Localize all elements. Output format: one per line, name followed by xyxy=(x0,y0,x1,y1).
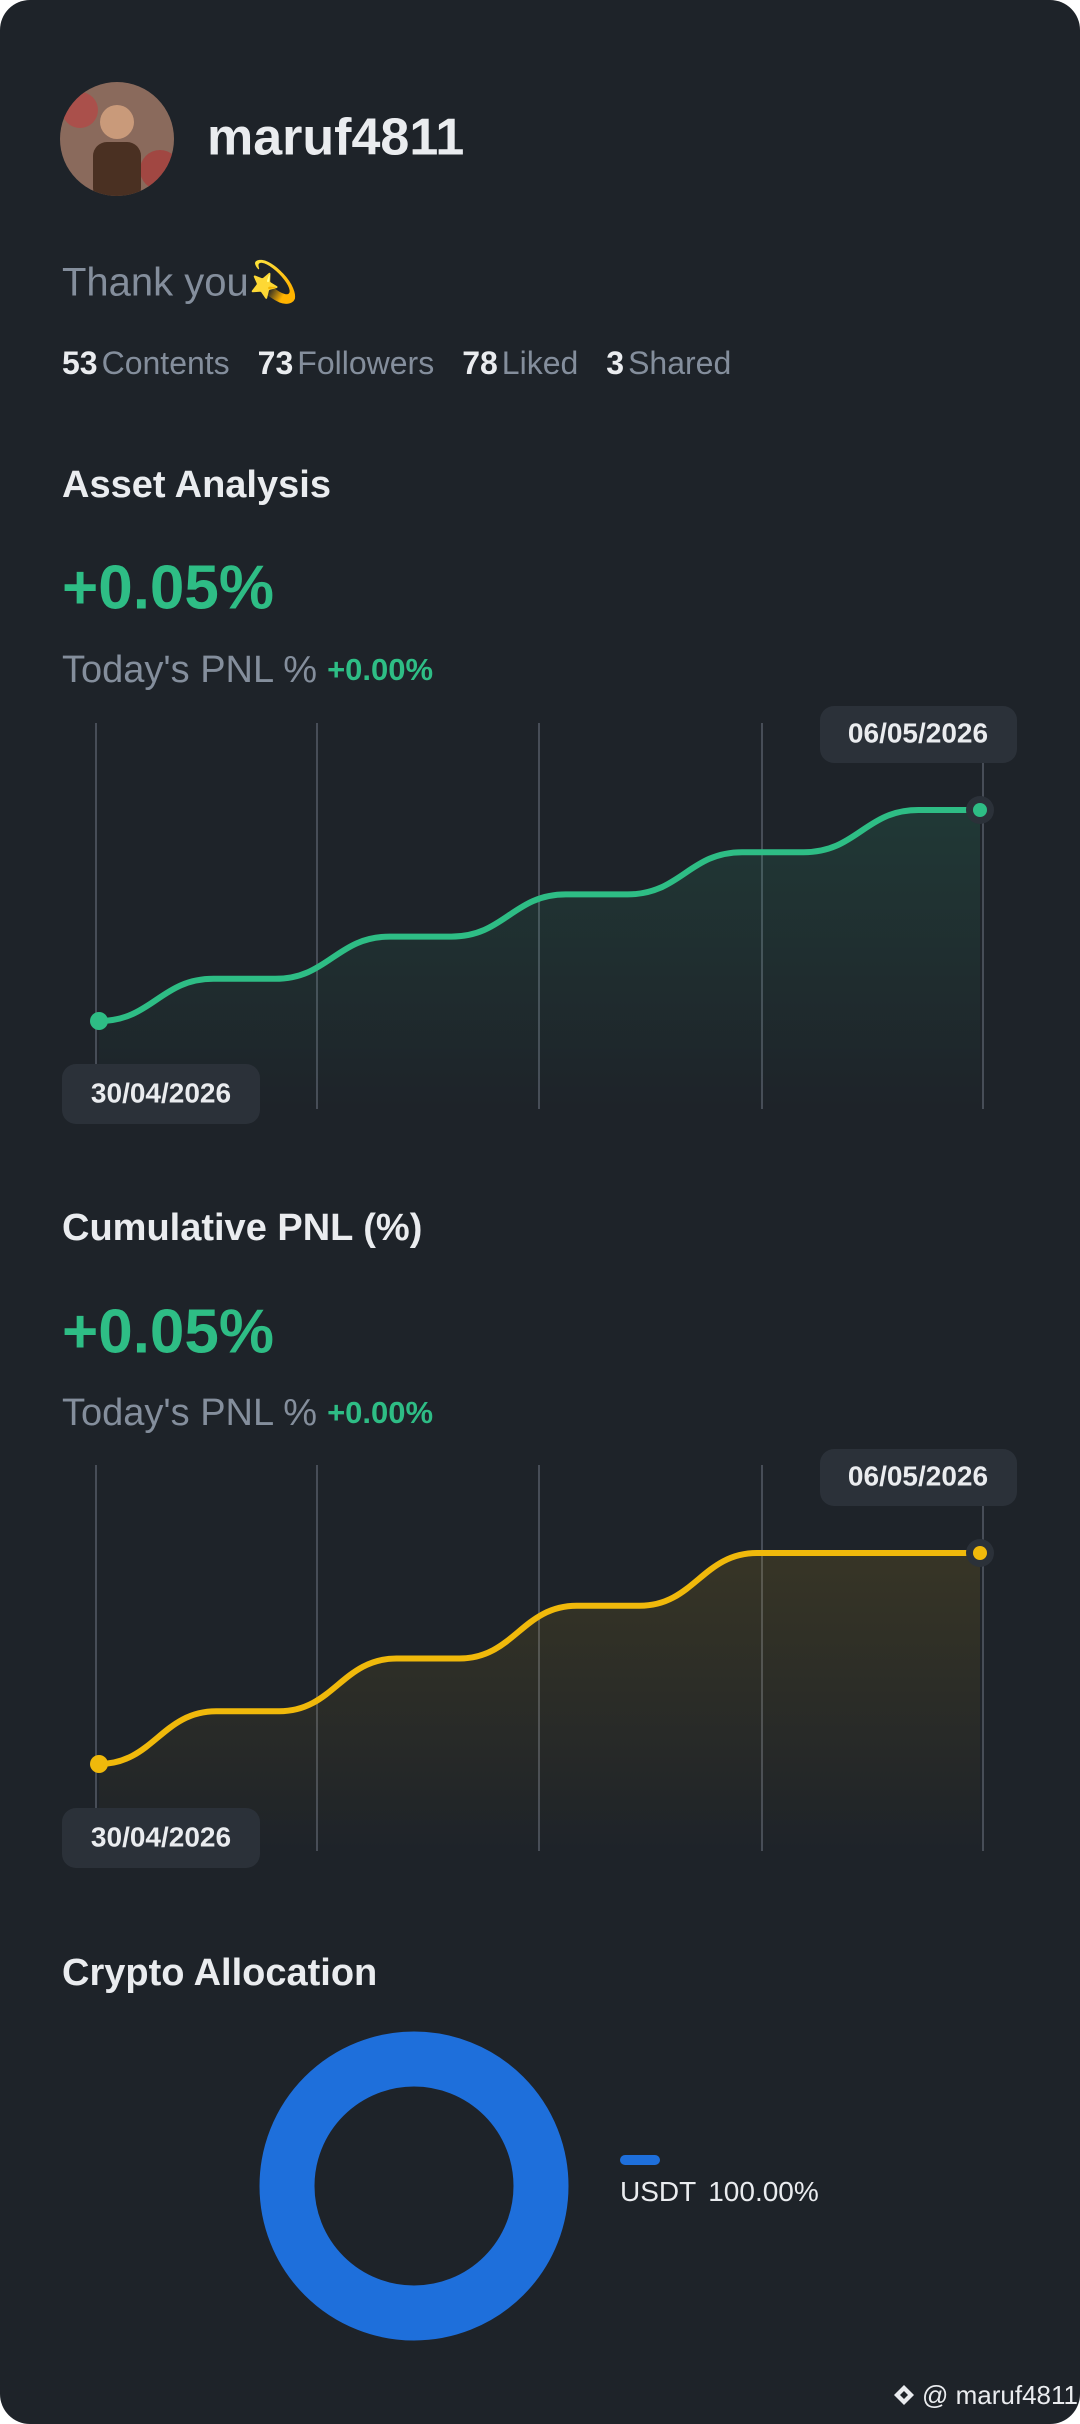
date-badge xyxy=(62,1064,260,1124)
end-dot xyxy=(973,803,987,817)
area xyxy=(99,810,980,1109)
cumulative-chart: 06/05/2026 30/04/2026 xyxy=(62,1449,1017,1868)
today-label: Today's PNL % xyxy=(62,649,317,691)
end-date: 06/05/2026 xyxy=(848,717,988,748)
stat: 3 Shared xyxy=(606,345,731,381)
start-dot xyxy=(90,1012,108,1030)
end-date: 06/05/2026 xyxy=(848,1460,988,1491)
stat-value: 78 xyxy=(462,345,498,381)
today-value: +0.00% xyxy=(327,652,433,687)
donut-segment xyxy=(259,2031,569,2341)
bio: Thank you💫 xyxy=(62,259,299,308)
today-pnl: Today's PNL % +0.00% xyxy=(62,649,433,691)
end-dot xyxy=(973,1546,987,1560)
date-badge xyxy=(820,1449,1017,1506)
stat: 78 Liked xyxy=(462,345,578,381)
stat-value: 73 xyxy=(258,345,294,381)
date-badge xyxy=(62,1808,260,1868)
section-title: Crypto Allocation xyxy=(62,1952,377,1994)
start-date: 30/04/2026 xyxy=(91,1077,231,1108)
stat-label: Contents xyxy=(102,345,230,381)
date-badge xyxy=(820,706,1017,763)
today-pnl: Today's PNL % +0.00% xyxy=(62,1392,433,1434)
stat-label: Shared xyxy=(628,345,731,381)
stat: 73 Followers xyxy=(258,345,435,381)
legend-value: 100.00% xyxy=(708,2176,819,2207)
donut-chart: USDT 100.00% xyxy=(259,2031,819,2341)
stat-value: 3 xyxy=(606,345,624,381)
pnl-value: +0.05% xyxy=(62,553,274,622)
stat-label: Followers xyxy=(297,345,434,381)
watermark-text: @ maruf4811 xyxy=(922,2380,1078,2410)
today-value: +0.00% xyxy=(327,1395,433,1430)
stats-row: 53 Contents 73 Followers 78 Liked 3 Shared xyxy=(62,345,731,381)
legend-name: USDT xyxy=(620,2176,696,2207)
start-date: 30/04/2026 xyxy=(91,1821,231,1852)
logo xyxy=(894,2385,914,2405)
watermark: @ maruf4811 xyxy=(894,2380,1078,2410)
section-title: Asset Analysis xyxy=(62,464,331,506)
legend-swatch xyxy=(620,2155,660,2165)
stat-label: Liked xyxy=(502,345,579,381)
start-dot xyxy=(90,1755,108,1773)
today-label: Today's PNL % xyxy=(62,1392,317,1434)
legend-entry: USDT 100.00% xyxy=(620,2176,819,2207)
area xyxy=(99,1553,980,1851)
pnl-chart: 06/05/2026 30/04/2026 xyxy=(62,706,1017,1124)
line xyxy=(96,1549,983,1767)
stat-value: 53 xyxy=(62,345,98,381)
pnl-value: +0.05% xyxy=(62,1297,274,1366)
section-title: Cumulative PNL (%) xyxy=(62,1207,422,1249)
line xyxy=(96,806,983,1024)
stat: 53 Contents xyxy=(62,345,230,381)
username: maruf4811 xyxy=(207,109,464,167)
